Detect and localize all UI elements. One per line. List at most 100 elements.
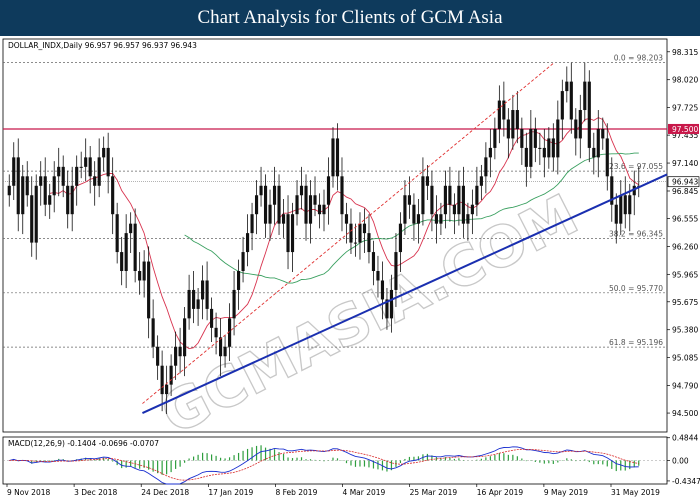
candle-body <box>353 242 358 244</box>
candle <box>43 157 47 217</box>
moving-averages <box>49 117 640 350</box>
candle-body <box>488 147 492 158</box>
candle-body <box>326 176 331 205</box>
candle-body <box>263 185 268 224</box>
candle-body <box>223 346 227 357</box>
candle-body <box>268 204 272 224</box>
candle <box>259 166 263 207</box>
candle-body <box>376 271 380 281</box>
candle <box>245 214 250 267</box>
candle-body <box>416 214 420 224</box>
candle <box>151 299 155 359</box>
candle <box>133 208 137 283</box>
candle-body <box>605 138 609 177</box>
candle <box>299 166 304 210</box>
candle <box>88 146 92 194</box>
candle <box>439 202 443 236</box>
candle <box>313 176 317 217</box>
candle-body <box>484 157 488 177</box>
candle-body <box>156 346 160 366</box>
candle <box>156 335 160 380</box>
candle-body <box>241 252 245 272</box>
candle-body <box>25 176 29 196</box>
candle-body <box>133 223 137 272</box>
candle-body <box>39 176 43 186</box>
candle-body <box>70 185 74 215</box>
candle-body <box>120 252 124 272</box>
candle <box>169 354 173 397</box>
candle <box>506 108 510 159</box>
candle-body <box>344 214 349 224</box>
candle <box>84 138 88 182</box>
candle <box>340 157 344 232</box>
candle-body <box>538 147 542 149</box>
macd-tick-label-0: 0.4844 <box>672 434 698 443</box>
candle-body <box>295 195 299 215</box>
current-price-label: 96.943 <box>672 178 698 187</box>
candle-body <box>7 185 11 196</box>
candle-body <box>21 176 25 215</box>
candle <box>21 164 25 235</box>
trend-lines <box>142 62 668 414</box>
candle <box>97 138 101 198</box>
price-tick-label-10: 95.380 <box>672 326 698 335</box>
price-tick-label-1: 98.020 <box>672 76 698 85</box>
time-tick-label-5: 4 Mar 2019 <box>343 488 386 497</box>
macd-signal-line <box>9 448 639 481</box>
candle <box>272 166 277 225</box>
candle-body <box>533 128 537 148</box>
candle <box>371 240 376 286</box>
candle <box>497 85 501 144</box>
banner-title: Chart Analysis for Clients of GCM Asia <box>0 0 700 36</box>
candle-body <box>192 289 196 309</box>
candle-body <box>551 138 555 158</box>
price-tick-label-9: 95.675 <box>672 298 698 307</box>
candle-body <box>219 337 223 357</box>
time-tick-label-8: 9 May 2019 <box>544 488 588 497</box>
candle-body <box>475 185 479 205</box>
candle-body <box>214 327 218 338</box>
candle-body <box>398 223 403 253</box>
candle-body <box>439 214 443 224</box>
candle-body <box>93 176 97 186</box>
candle <box>587 70 591 163</box>
candle-body <box>515 110 519 129</box>
candle <box>160 350 164 412</box>
candle-body <box>34 185 38 243</box>
candle <box>502 81 506 137</box>
candle-body <box>583 81 587 111</box>
candle-body <box>601 128 605 139</box>
candle-body <box>313 195 317 205</box>
candle-body <box>596 128 600 158</box>
candle-body <box>425 176 429 186</box>
candle-body <box>102 147 106 158</box>
time-tick-label-0: 9 Nov 2018 <box>7 488 50 497</box>
candle-body <box>367 233 371 253</box>
candle <box>75 155 79 206</box>
candle <box>210 297 214 343</box>
candle-body <box>187 289 191 319</box>
candle-body <box>97 157 101 186</box>
candle <box>574 108 578 156</box>
candle-body <box>196 299 200 309</box>
candle-body <box>403 195 407 224</box>
candle <box>542 128 546 178</box>
resistance-label-bg <box>668 123 699 134</box>
candle-body <box>349 223 353 243</box>
candle-body <box>169 365 173 385</box>
candle-body <box>520 128 524 148</box>
candle-body <box>569 81 573 120</box>
candle <box>529 110 533 179</box>
candle-body <box>335 138 340 177</box>
time-tick-label-2: 24 Dec 2018 <box>141 488 189 497</box>
candle <box>565 66 569 103</box>
candle <box>12 142 16 200</box>
candle <box>380 261 385 320</box>
candle <box>30 176 34 257</box>
candle <box>290 202 295 272</box>
candle-body <box>245 233 250 253</box>
candle <box>425 164 429 200</box>
time-tick-label-3: 17 Jan 2019 <box>208 488 253 497</box>
candle-body <box>129 223 133 234</box>
candle-body <box>317 204 322 215</box>
